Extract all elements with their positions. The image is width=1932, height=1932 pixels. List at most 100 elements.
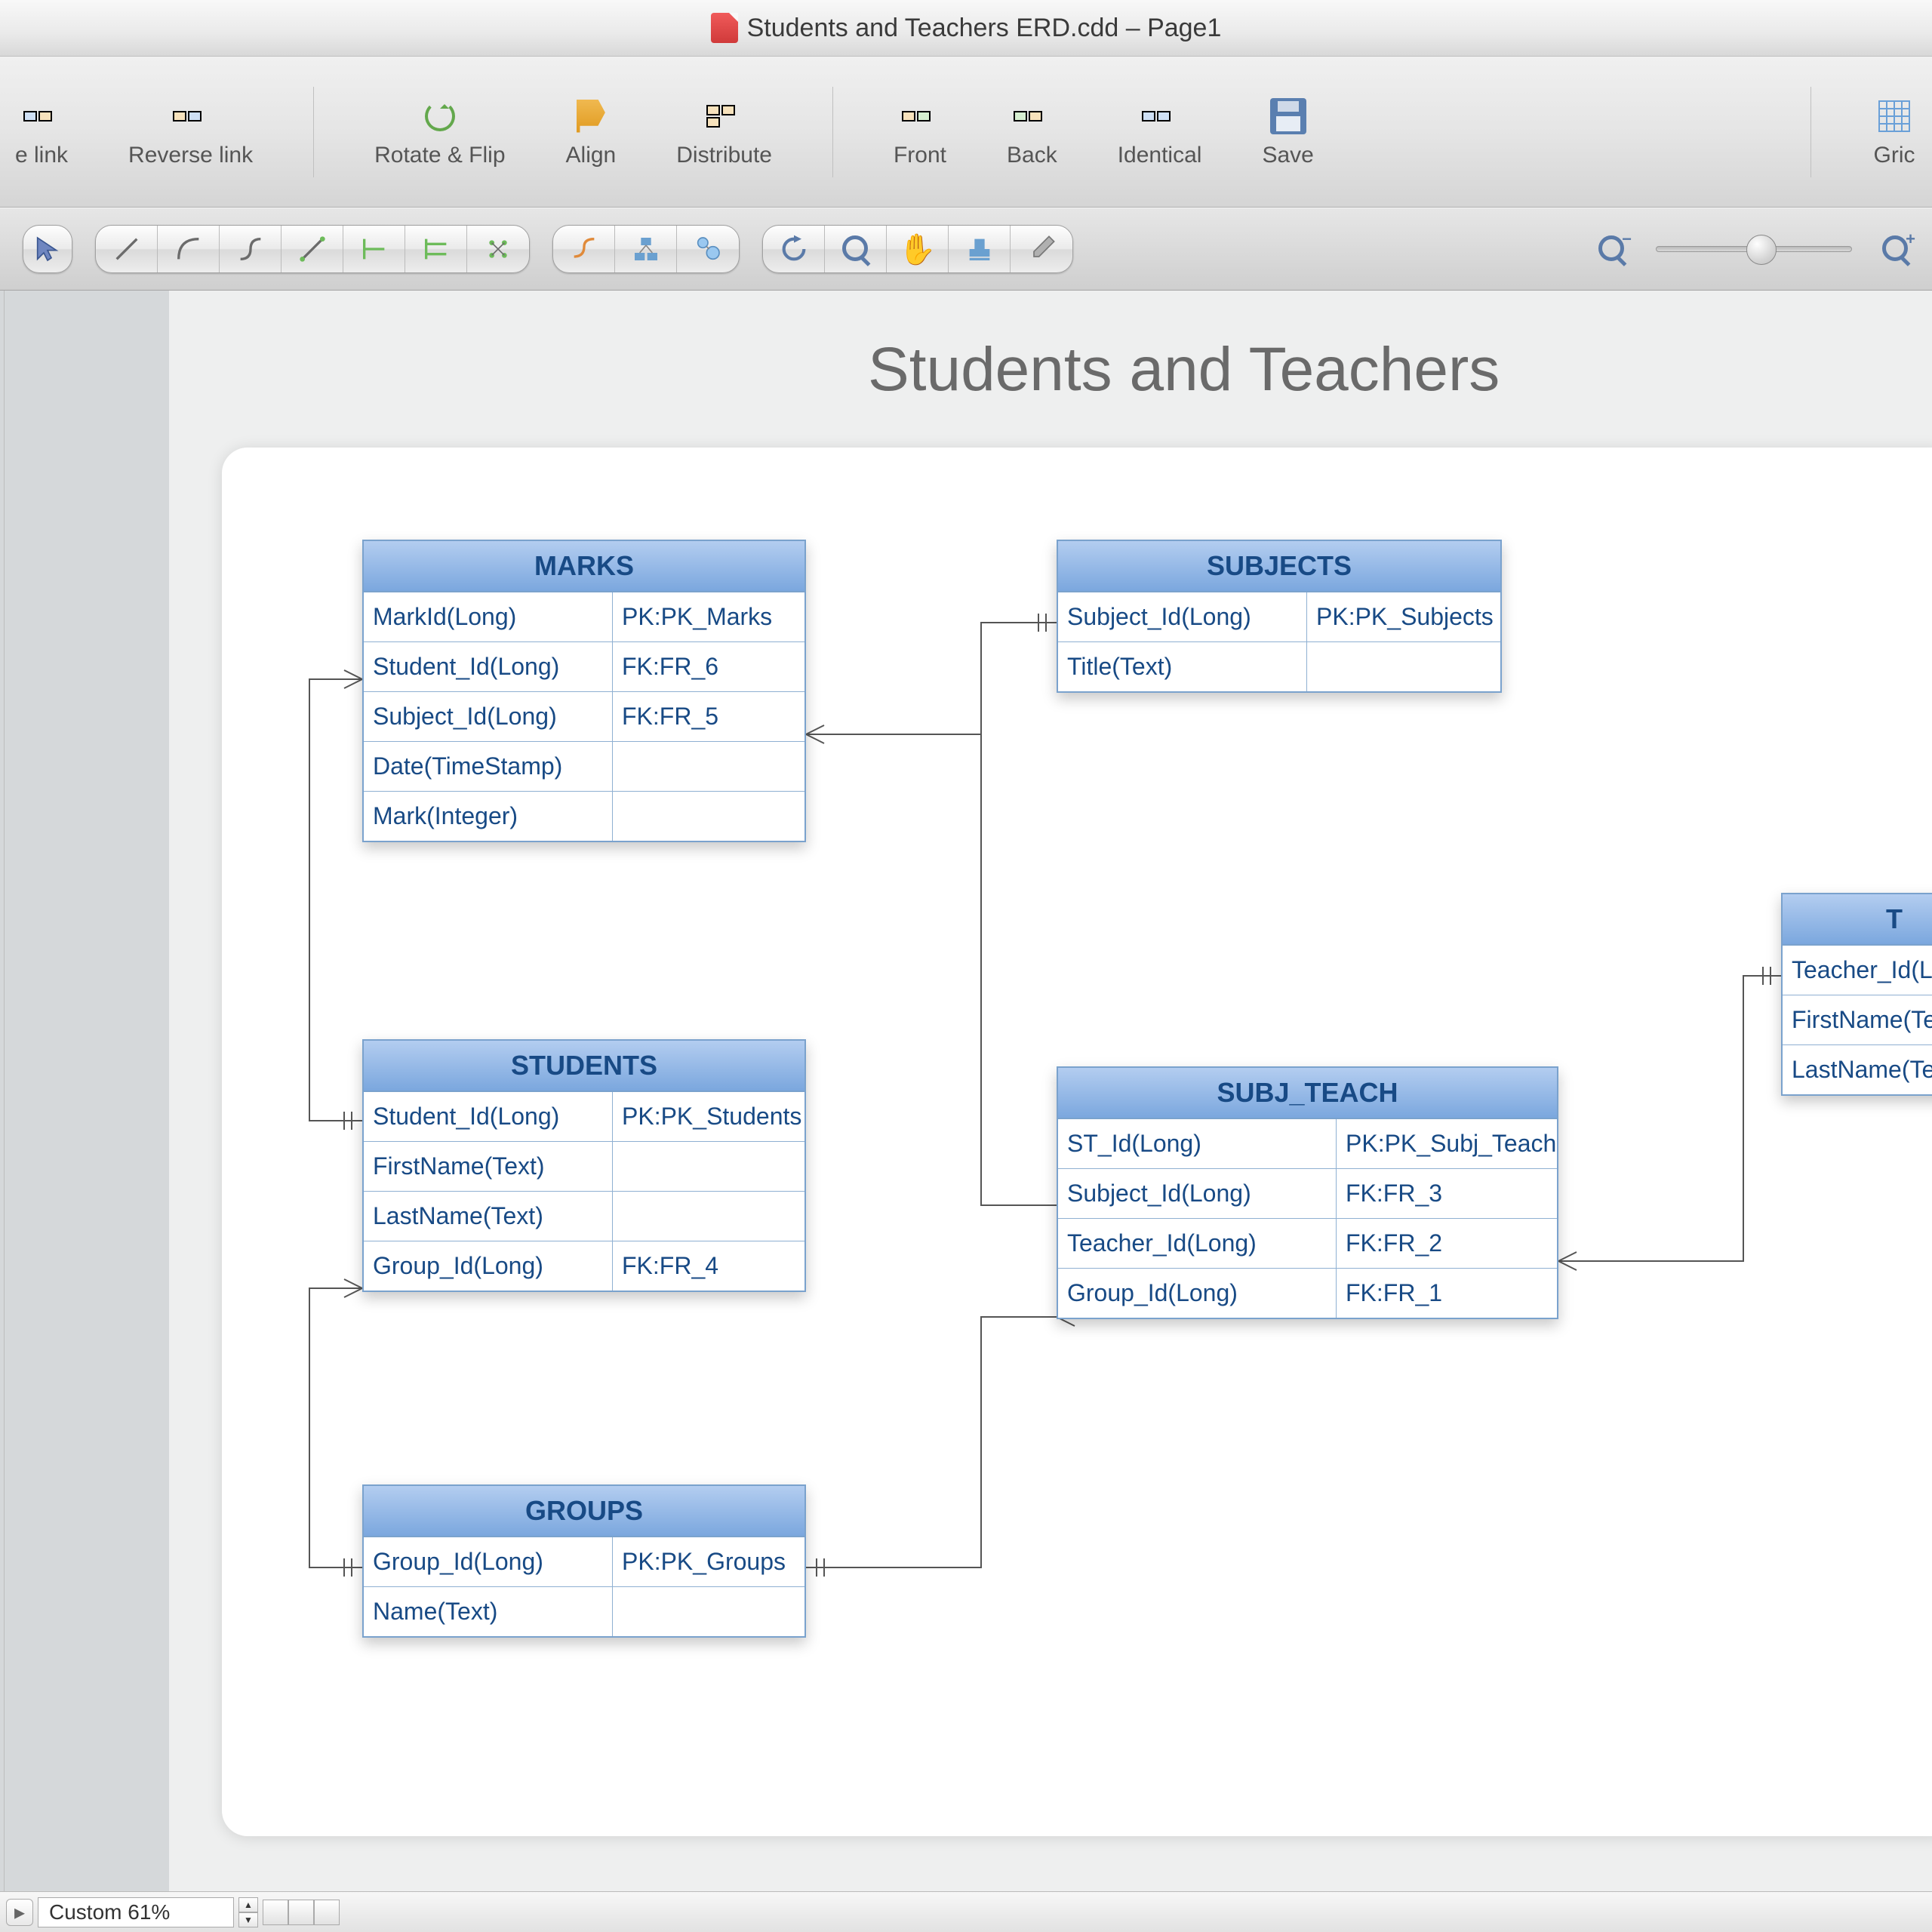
left-ruler (0, 291, 5, 1891)
pointer-mode-pill (23, 225, 72, 273)
ribbon-identical[interactable]: Identical (1118, 96, 1202, 168)
pointer-tool[interactable] (23, 226, 72, 272)
entity-header: MARKS (364, 541, 804, 592)
entity-header: SUBJ_TEACH (1058, 1068, 1557, 1119)
entity-cell-field: Subject_Id(Long) (364, 692, 613, 741)
align-icon (577, 100, 605, 133)
entity-row: Subject_Id(Long)FK:FR_5 (364, 692, 804, 742)
entity-row: Subject_Id(Long)FK:FR_3 (1058, 1169, 1557, 1219)
entity-cell-field: MarkId(Long) (364, 592, 613, 641)
hand-icon: ✋ (899, 232, 937, 267)
zoom-stepper[interactable]: ▲▼ (238, 1897, 258, 1927)
entity-cell-key: PK:PK_Subj_Teach (1337, 1119, 1557, 1168)
entity-row: LastName(Text) (364, 1192, 804, 1241)
snap-tool[interactable] (467, 226, 529, 272)
eyedrop-tool[interactable] (1011, 226, 1072, 272)
entity-header: T (1783, 894, 1932, 946)
entity-row: LastName(Te (1783, 1045, 1932, 1094)
entity-cell-key: PK:PK_Marks (613, 592, 804, 641)
zoom-in-button[interactable]: + (1882, 235, 1909, 263)
entity-cell-key: FK:FR_1 (1337, 1269, 1557, 1318)
entity-cell-field: Student_Id(Long) (364, 642, 613, 691)
entity-cell-key (613, 742, 804, 791)
entity-subj_teach[interactable]: SUBJ_TEACHST_Id(Long)PK:PK_Subj_TeachSub… (1057, 1066, 1558, 1319)
entity-cell-key (613, 792, 804, 841)
entity-header: SUBJECTS (1058, 541, 1500, 592)
entity-cell-field: Subject_Id(Long) (1058, 592, 1307, 641)
entity-cell-field: Group_Id(Long) (364, 1537, 613, 1586)
refresh-tool[interactable] (763, 226, 825, 272)
document-icon (711, 13, 738, 43)
zoom-slider-thumb[interactable] (1746, 235, 1777, 265)
secondary-toolbar: ✋ − + (0, 208, 1932, 291)
entity-row: Name(Text) (364, 1587, 804, 1636)
elbow-tool[interactable] (220, 226, 281, 272)
entity-cell-key: FK:FR_5 (613, 692, 804, 741)
ribbon-separator (313, 87, 314, 177)
zoom-tool[interactable] (825, 226, 887, 272)
entity-t[interactable]: TTeacher_Id(LFirstName(TeLastName(Te (1781, 893, 1932, 1096)
stamp-tool[interactable] (949, 226, 1011, 272)
canvas-area[interactable]: Students and Teachers MARKSMarkId(Long)P… (0, 291, 1932, 1891)
ribbon-save[interactable]: Save (1262, 96, 1313, 168)
entity-cell-field: Teacher_Id(L (1783, 946, 1932, 995)
ribbon-e-link[interactable]: e link (15, 96, 68, 168)
entity-cell-key: FK:FR_4 (613, 1241, 804, 1291)
entity-row: ST_Id(Long)PK:PK_Subj_Teach (1058, 1119, 1557, 1169)
zoom-slider[interactable] (1656, 246, 1852, 252)
angle-tool[interactable] (281, 226, 343, 272)
layout-tools-pill (552, 225, 740, 273)
ribbon-rotate-flip[interactable]: Rotate & Flip (374, 96, 505, 168)
ribbon-reverse-link[interactable]: Reverse link (128, 96, 253, 168)
entity-students[interactable]: STUDENTSStudent_Id(Long)PK:PK_StudentsFi… (362, 1039, 806, 1292)
view-mode-tiles[interactable] (263, 1900, 340, 1925)
app-window: Students and Teachers ERD.cdd – Page1 e … (0, 0, 1932, 1932)
entity-cell-key (1307, 642, 1500, 691)
pan-tool[interactable]: ✋ (887, 226, 949, 272)
entity-cell-key: PK:PK_Subjects (1307, 592, 1500, 641)
ribbon-back[interactable]: Back (1007, 96, 1057, 168)
entity-header: GROUPS (364, 1486, 804, 1537)
ribbon-distribute[interactable]: Distribute (676, 96, 772, 168)
arc-tool[interactable] (158, 226, 220, 272)
entity-row: FirstName(Text) (364, 1142, 804, 1192)
entity-header: STUDENTS (364, 1041, 804, 1092)
entity-row: MarkId(Long)PK:PK_Marks (364, 592, 804, 642)
zoom-out-button[interactable]: − (1598, 235, 1626, 263)
entity-subjects[interactable]: SUBJECTSSubject_Id(Long)PK:PK_SubjectsTi… (1057, 540, 1502, 693)
entity-cell-field: LastName(Text) (364, 1192, 613, 1241)
statusbar-prev[interactable]: ▸ (6, 1899, 33, 1926)
entity-cell-field: Mark(Integer) (364, 792, 613, 841)
entity-cell-field: Teacher_Id(Long) (1058, 1219, 1337, 1268)
entity-row: Subject_Id(Long)PK:PK_Subjects (1058, 592, 1500, 642)
entity-groups[interactable]: GROUPSGroup_Id(Long)PK:PK_GroupsName(Tex… (362, 1484, 806, 1638)
entity-cell-field: FirstName(Te (1783, 995, 1932, 1044)
layout-radial[interactable] (615, 226, 677, 272)
entity-cell-field: Title(Text) (1058, 642, 1307, 691)
entity-cell-field: Group_Id(Long) (364, 1241, 613, 1291)
entity-cell-key (613, 1587, 804, 1636)
line-tool[interactable] (96, 226, 158, 272)
ribbon-grid[interactable]: Gric (1872, 96, 1917, 168)
layout-tree[interactable] (553, 226, 615, 272)
entity-cell-key: FK:FR_3 (1337, 1169, 1557, 1218)
window-titlebar: Students and Teachers ERD.cdd – Page1 (0, 0, 1932, 57)
connector-tools-pill (95, 225, 530, 273)
entity-row: Teacher_Id(L (1783, 946, 1932, 995)
ribbon-separator (832, 87, 833, 177)
zoom-display[interactable]: Custom 61% (38, 1897, 234, 1927)
layout-network[interactable] (677, 226, 739, 272)
entity-row: Student_Id(Long)FK:FR_6 (364, 642, 804, 692)
entity-marks[interactable]: MARKSMarkId(Long)PK:PK_MarksStudent_Id(L… (362, 540, 806, 842)
entity-row: Title(Text) (1058, 642, 1500, 691)
ribbon-align[interactable]: Align (566, 96, 617, 168)
save-icon (1270, 98, 1306, 134)
ortho-tool[interactable] (343, 226, 405, 272)
entity-cell-key: FK:FR_2 (1337, 1219, 1557, 1268)
entity-cell-field: Name(Text) (364, 1587, 613, 1636)
ribbon-front[interactable]: Front (894, 96, 946, 168)
statusbar: ▸ Custom 61% ▲▼ (0, 1891, 1932, 1932)
ribbon-toolbar: e link Reverse link Rotate & Flip Align … (0, 57, 1932, 208)
ribbon-separator (1810, 87, 1811, 177)
tree-tool[interactable] (405, 226, 467, 272)
